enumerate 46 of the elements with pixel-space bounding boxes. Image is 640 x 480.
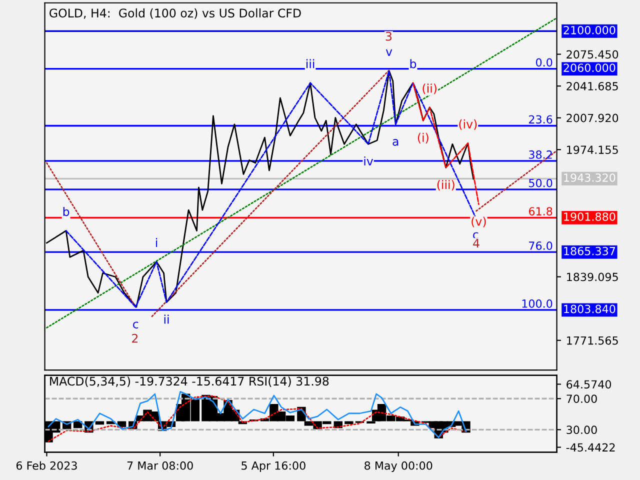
- annotation: 3: [386, 32, 392, 41]
- y2-tick-label: 30.00: [566, 426, 597, 434]
- x-tick-label: 6 Feb 2023: [16, 461, 77, 470]
- ref-line-label: 1943.320: [564, 173, 616, 182]
- annotation: i: [156, 238, 158, 248]
- annotation: ii: [164, 314, 169, 324]
- chart-title: MACD(5,34,5) -19.7324 -15.6417 RSI(14) 31.98: [50, 376, 329, 388]
- annotation: 61.8: [528, 207, 552, 216]
- annotation: c: [133, 322, 138, 328]
- y-tick-label: -45.4422: [566, 443, 615, 452]
- annotation: v: [386, 49, 392, 56]
- annotation: (iv): [459, 119, 477, 130]
- annotation: iii: [306, 59, 314, 68]
- annotation: a: [392, 139, 398, 146]
- y2-tick-label: 70.00: [566, 394, 597, 404]
- ref-line-label: 1865.337: [564, 246, 616, 256]
- annotation: (iii): [437, 180, 454, 191]
- x-tick-label: 7 Mar 08:00: [127, 461, 193, 470]
- annotation: 38.2: [529, 150, 552, 159]
- annotation: (ii): [422, 84, 436, 94]
- annotation: 23.6: [529, 115, 552, 124]
- y-tick-label: 1839.095: [567, 272, 618, 282]
- annotation: 4: [473, 238, 480, 248]
- ref-line-label: 1901.880: [564, 212, 616, 221]
- y-tick-label: 2041.685: [566, 82, 618, 90]
- x-tick-label: 8 May 00:00: [364, 461, 432, 472]
- y-tick-label: 1771.565: [567, 336, 618, 345]
- annotation: iv: [364, 156, 374, 166]
- ref-line-label: 2100.000: [564, 26, 616, 34]
- ref-line-label: 1803.840: [564, 304, 616, 314]
- annotation: 76.0: [529, 242, 552, 250]
- annotation: b: [63, 206, 70, 216]
- annotation: b: [410, 59, 416, 68]
- ref-line-label: 2060.000: [564, 64, 616, 72]
- y-tick-label: 2007.920: [566, 114, 618, 122]
- y-tick-label: 1974.155: [567, 146, 618, 154]
- x-tick-label: 5 Apr 16:00: [242, 461, 306, 472]
- y-tick-label: 64.5740: [566, 380, 612, 389]
- annotation: (i): [418, 132, 428, 144]
- y-tick-label: 2075.450: [566, 50, 618, 59]
- chart-title: GOLD, H4: Gold (100 oz) vs US Dollar CFD: [50, 8, 301, 19]
- annotation: 0.0: [536, 58, 552, 67]
- annotation: 50.0: [529, 178, 552, 188]
- annotation: (v): [472, 216, 486, 228]
- annotation: 2: [132, 334, 138, 343]
- annotation: 100.0: [522, 299, 552, 308]
